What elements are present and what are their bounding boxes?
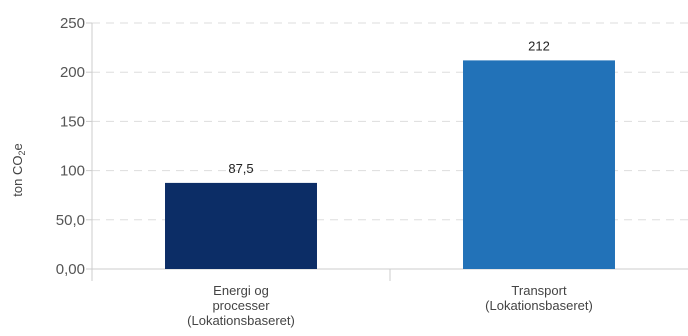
y-tick-label: 0,00 [56, 261, 85, 278]
category-label: Transport (Lokationsbaseret) [485, 283, 593, 313]
y-tick-labels: 0,00 50,0 100 150 200 250 [56, 15, 85, 278]
bar [165, 182, 317, 269]
category-labels: Energi og processer (Lokationsbaseret) Tran… [187, 283, 593, 328]
y-tick-label: 150 [60, 113, 85, 130]
data-label: 87,5 [228, 161, 253, 176]
category-label: Energi og processer (Lokationsbaseret) [187, 283, 295, 328]
bar [463, 60, 615, 269]
y-tick-label: 100 [60, 163, 85, 180]
y-axis-title: ton CO2e [10, 143, 27, 196]
data-label: 212 [528, 38, 550, 53]
y-tick-label: 50,0 [56, 212, 85, 229]
y-tick-label: 250 [60, 15, 85, 32]
y-tick-label: 200 [60, 64, 85, 81]
data-labels: 87,5 212 [228, 38, 550, 176]
bars [165, 60, 615, 269]
